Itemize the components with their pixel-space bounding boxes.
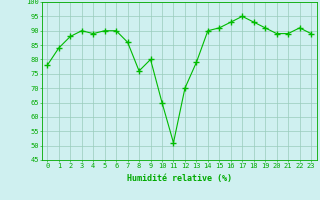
X-axis label: Humidité relative (%): Humidité relative (%) bbox=[127, 174, 232, 183]
